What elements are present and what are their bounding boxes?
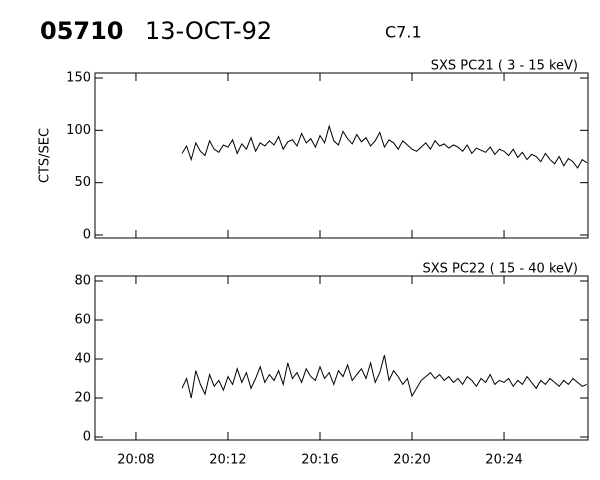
x-tick-label: 20:12 bbox=[209, 453, 246, 468]
y-axis-label: CTS/SEC bbox=[38, 128, 53, 183]
x-tick-label: 20:08 bbox=[117, 453, 154, 468]
y-tick-label: 80 bbox=[74, 274, 91, 289]
y-tick-label: 100 bbox=[66, 123, 91, 138]
event-date: 13-OCT-92 bbox=[145, 17, 272, 45]
y-tick-label: 40 bbox=[74, 352, 91, 367]
y-tick-label: 50 bbox=[74, 175, 91, 190]
x-tick-label: 20:20 bbox=[393, 453, 430, 468]
x-tick-label: 20:24 bbox=[485, 453, 522, 468]
flare-class: C7.1 bbox=[385, 23, 422, 42]
y-tick-label: 150 bbox=[66, 71, 91, 86]
data-line bbox=[181, 124, 588, 169]
panel-title: SXS PC21 ( 3 - 15 keV) bbox=[431, 59, 578, 74]
y-tick-label: 60 bbox=[74, 313, 91, 328]
plot-frame bbox=[94, 275, 589, 441]
panel-title: SXS PC22 ( 15 - 40 keV) bbox=[422, 262, 578, 277]
x-tick-label: 20:16 bbox=[301, 453, 338, 468]
event-id: 05710 bbox=[40, 17, 124, 45]
y-tick-label: 20 bbox=[74, 391, 91, 406]
y-tick-label: 0 bbox=[83, 430, 91, 445]
plot-frame bbox=[94, 72, 589, 239]
data-line bbox=[181, 354, 587, 399]
y-tick-label: 0 bbox=[83, 228, 91, 243]
